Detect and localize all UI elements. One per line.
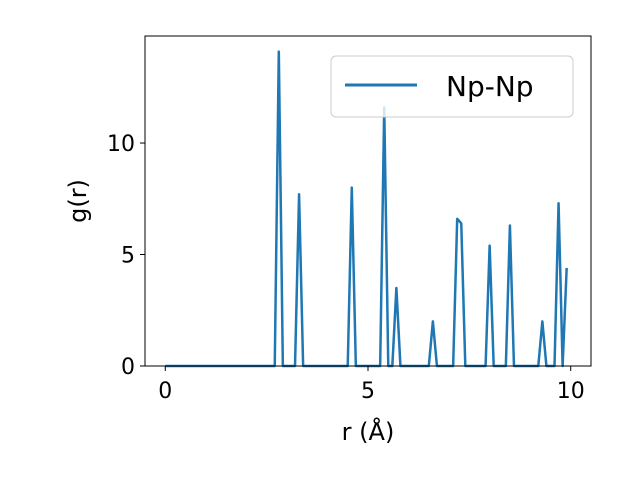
- y-axis-label: g(r): [64, 179, 92, 223]
- x-tick-label: 0: [158, 379, 172, 404]
- x-tick-label: 5: [361, 379, 375, 404]
- x-tick-label: 10: [557, 379, 585, 404]
- y-tick-label: 10: [107, 132, 135, 157]
- y-tick-label: 0: [121, 355, 135, 380]
- x-axis-label: r (Å): [342, 417, 395, 446]
- series-line-0: [165, 50, 568, 368]
- y-tick-label: 5: [121, 244, 135, 269]
- legend-label: Np-Np: [446, 70, 534, 103]
- legend-box: [330, 55, 574, 118]
- legend: Np-Np: [330, 55, 574, 118]
